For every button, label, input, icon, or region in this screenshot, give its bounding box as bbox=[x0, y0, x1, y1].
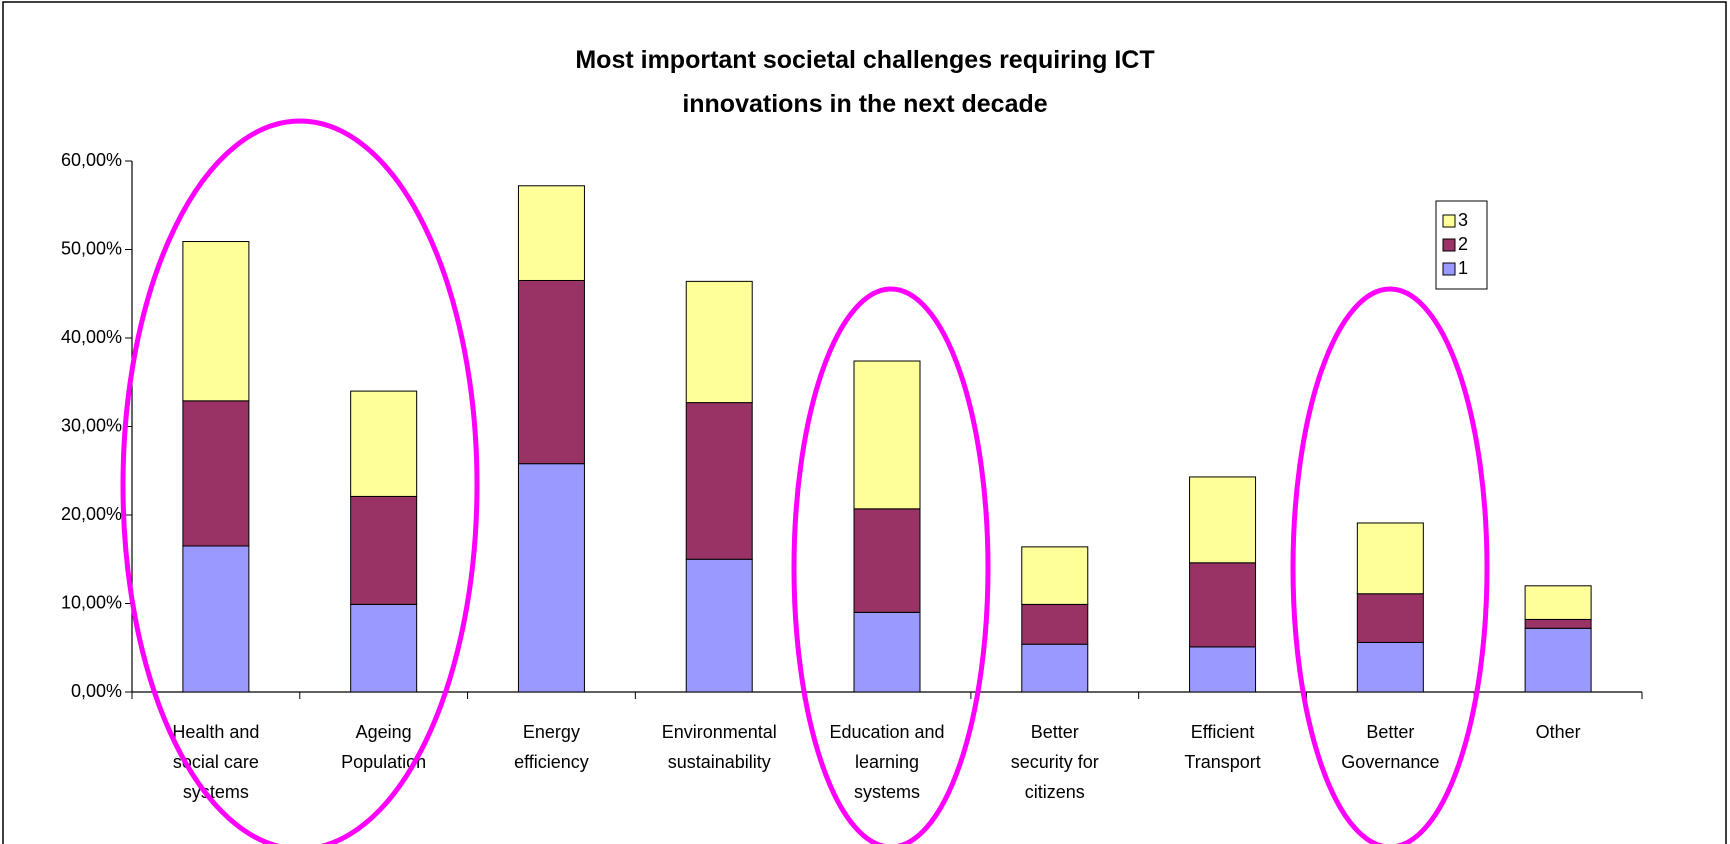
plot-area: 0,00% 10,00% 20,00% 30,00% 40,00% 50,00% 60,00… bbox=[61, 150, 1643, 802]
legend-label: 3 bbox=[1458, 210, 1468, 230]
bar-segment bbox=[685, 280, 753, 404]
bar-segment bbox=[1021, 603, 1089, 645]
bar-segment bbox=[1189, 476, 1257, 564]
bar-segment bbox=[685, 558, 753, 693]
bar-segment bbox=[517, 185, 585, 281]
bar-segment bbox=[182, 545, 250, 693]
bar-segment bbox=[517, 463, 585, 693]
legend-label: 2 bbox=[1458, 234, 1468, 254]
y-tick-label: 50,00% bbox=[61, 238, 122, 258]
y-tick-label: 60,00% bbox=[61, 150, 122, 170]
bar-segment bbox=[1524, 627, 1592, 693]
x-tick-label: Environmental sustainability bbox=[662, 722, 777, 772]
x-tick-label: Ageing Population bbox=[341, 722, 426, 772]
legend-swatch bbox=[1442, 262, 1456, 276]
bar-segment bbox=[853, 360, 921, 510]
x-tick-label: Better Governance bbox=[1341, 722, 1439, 772]
bar-segment bbox=[1356, 641, 1424, 693]
bar-segment bbox=[182, 241, 250, 402]
x-tick-label: Better security for citizens bbox=[1011, 722, 1099, 802]
x-tick-label: Health and social care systems bbox=[172, 722, 259, 802]
bar-segment bbox=[1189, 562, 1257, 648]
chart-title-text: Most important societal challenges requi… bbox=[575, 46, 1154, 118]
legend-swatch bbox=[1442, 214, 1456, 228]
annotations bbox=[120, 118, 1490, 844]
legend-swatch bbox=[1442, 238, 1456, 252]
y-tick-label: 0,00% bbox=[71, 681, 122, 701]
highlight-ellipse bbox=[1290, 286, 1490, 844]
bar-segment bbox=[350, 495, 418, 605]
bar-segment bbox=[1356, 593, 1424, 643]
bar-segment bbox=[1524, 618, 1592, 629]
bar-segment bbox=[1021, 546, 1089, 605]
bar-segment bbox=[517, 279, 585, 465]
y-tick-label: 30,00% bbox=[61, 415, 122, 435]
x-tick-label: Education and learning systems bbox=[829, 722, 944, 802]
bar-segment bbox=[350, 603, 418, 693]
highlight-ellipse bbox=[791, 286, 991, 844]
bar-segment bbox=[853, 611, 921, 693]
y-tick-label: 40,00% bbox=[61, 327, 122, 347]
bar-segment bbox=[182, 400, 250, 547]
legend-label: 1 bbox=[1458, 258, 1468, 278]
y-tick-label: 20,00% bbox=[61, 504, 122, 524]
x-tick-label: Other bbox=[1536, 722, 1581, 742]
bar-segment bbox=[350, 390, 418, 497]
bar-segment bbox=[1021, 643, 1089, 693]
x-tick-label: Efficient Transport bbox=[1184, 722, 1260, 772]
legend: 3 2 1 bbox=[1435, 200, 1488, 290]
bar-segment bbox=[853, 508, 921, 613]
y-tick-label: 10,00% bbox=[61, 592, 122, 612]
x-tick-label: Energy efficiency bbox=[514, 722, 589, 772]
bar-segment bbox=[1189, 646, 1257, 693]
bar-segment bbox=[685, 402, 753, 560]
chart-title: Most important societal challenges requi… bbox=[575, 46, 1154, 118]
highlight-ellipse bbox=[120, 118, 480, 844]
bar-segment bbox=[1356, 522, 1424, 595]
bar-segment bbox=[1524, 585, 1592, 620]
